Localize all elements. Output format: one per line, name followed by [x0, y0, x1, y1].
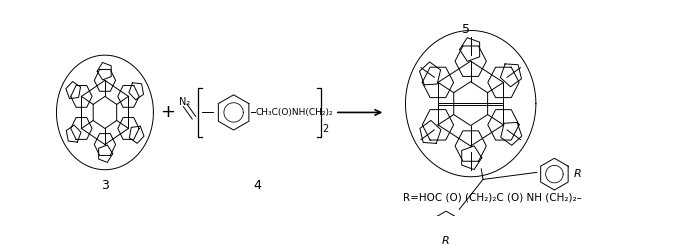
Text: 2: 2: [323, 124, 329, 133]
Text: R=HOC (O) (CH₂)₂C (O) NH (CH₂)₂–: R=HOC (O) (CH₂)₂C (O) NH (CH₂)₂–: [403, 192, 582, 202]
Text: +: +: [160, 103, 175, 122]
Text: N₂: N₂: [179, 97, 190, 107]
Text: CH₃C(O)NH(CH₂)₂: CH₃C(O)NH(CH₂)₂: [256, 108, 333, 117]
Text: 4: 4: [254, 179, 261, 192]
Text: R: R: [574, 169, 582, 179]
Text: 3: 3: [101, 179, 109, 192]
Text: R: R: [442, 236, 450, 244]
Text: 5: 5: [462, 23, 470, 36]
